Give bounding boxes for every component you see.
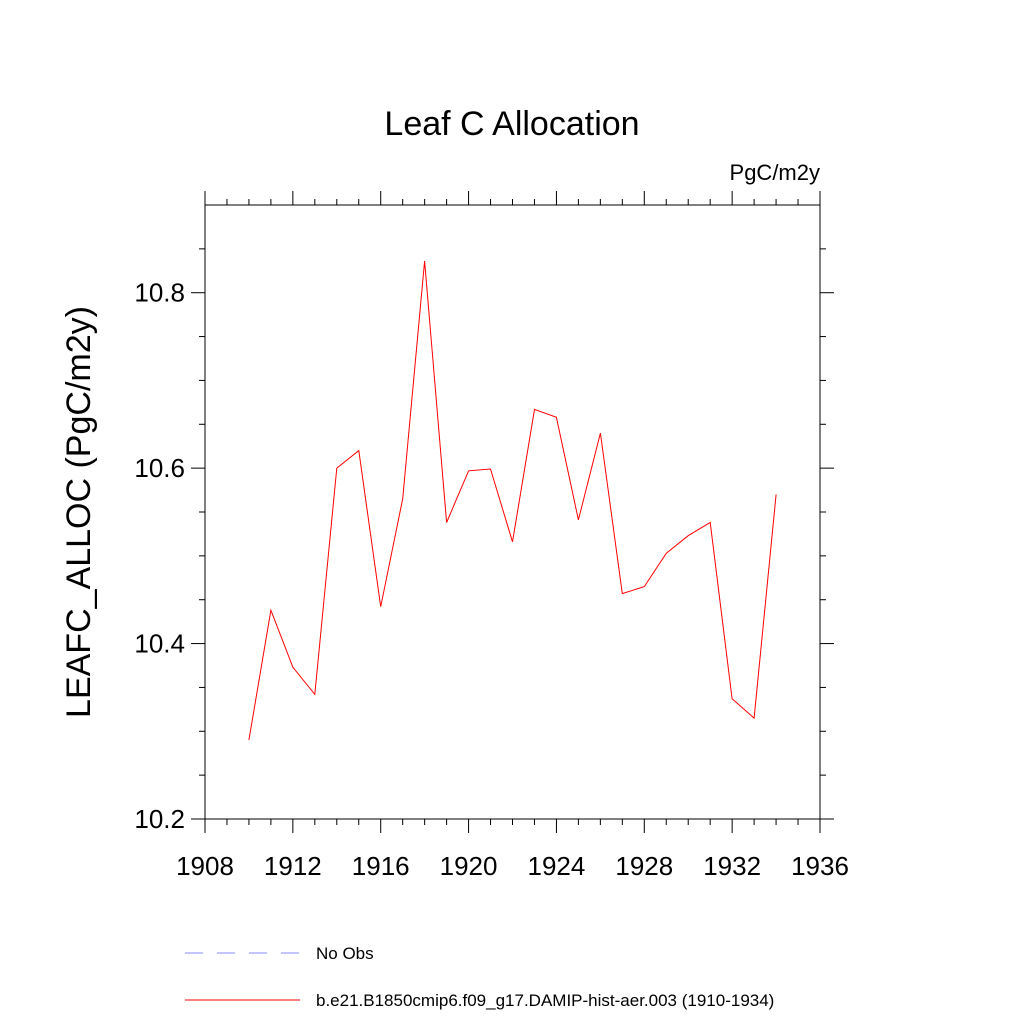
y-tick-labels: 10.2 10.4 10.6 10.8: [134, 278, 185, 834]
x-tick-labels: 1908 1912 1916 1920 1924 1928 1932 1936: [176, 851, 849, 881]
units-label: PgC/m2y: [730, 160, 820, 185]
plot-frame: [204, 204, 821, 820]
chart-title: Leaf C Allocation: [384, 105, 639, 143]
x-tick-label: 1936: [791, 851, 849, 881]
y-tick-label: 10.8: [134, 278, 185, 308]
y-tick-label: 10.2: [134, 804, 185, 834]
y-tick-label: 10.4: [134, 629, 185, 659]
x-tick-label: 1928: [615, 851, 673, 881]
series-line: [248, 261, 777, 741]
series-group: [248, 261, 777, 741]
x-tick-label: 1916: [352, 851, 410, 881]
x-tick-label: 1920: [440, 851, 498, 881]
legend: No Obs b.e21.B1850cmip6.f09_g17.DAMIP-hi…: [185, 944, 774, 1010]
axis-ticks: [191, 191, 834, 833]
x-tick-label: 1908: [176, 851, 234, 881]
y-axis-label: LEAFC_ALLOC (PgC/m2y): [60, 306, 98, 718]
x-tick-label: 1912: [264, 851, 322, 881]
legend-label-model-run: b.e21.B1850cmip6.f09_g17.DAMIP-hist-aer.…: [316, 991, 774, 1010]
x-tick-label: 1932: [703, 851, 761, 881]
x-tick-label: 1924: [528, 851, 586, 881]
y-tick-label: 10.6: [134, 453, 185, 483]
legend-label-no-obs: No Obs: [316, 944, 374, 963]
